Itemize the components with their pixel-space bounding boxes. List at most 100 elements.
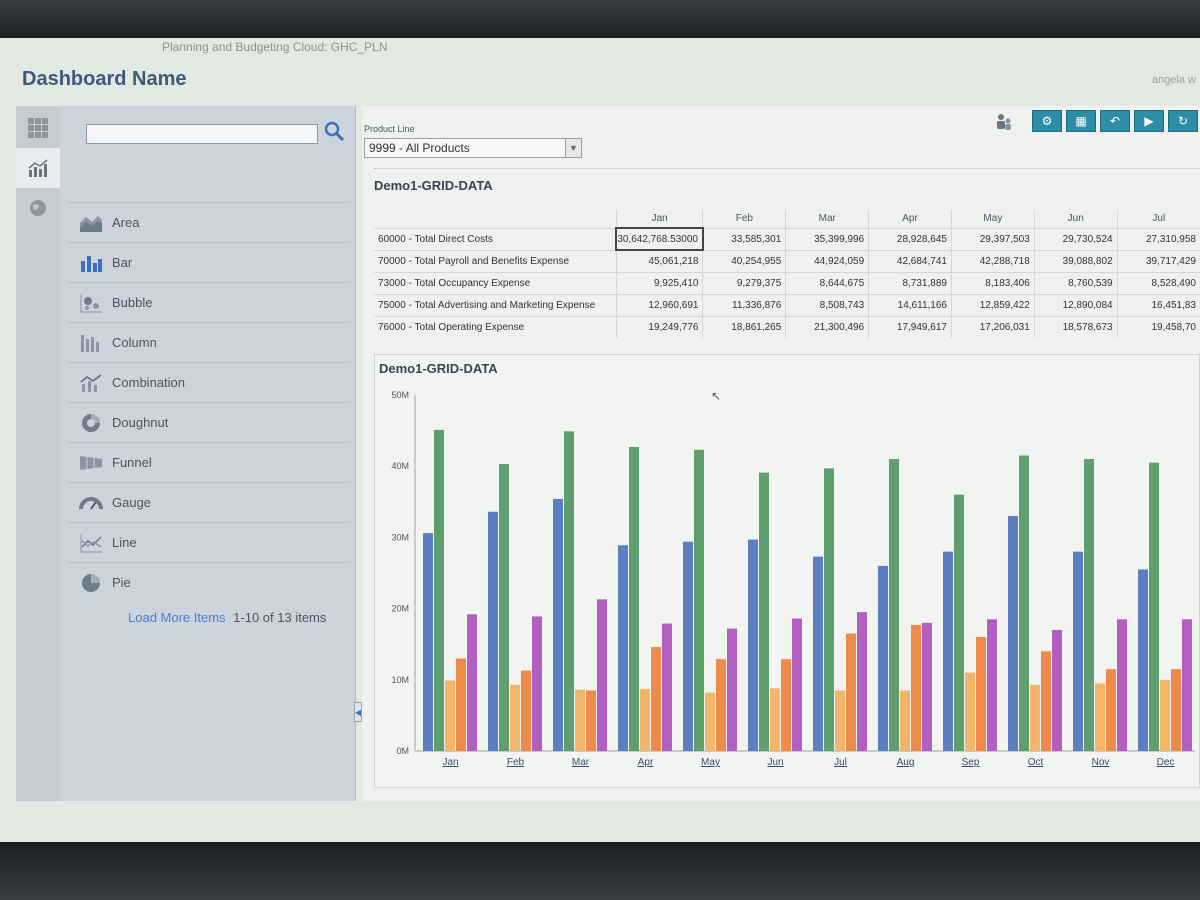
bar[interactable] <box>597 599 607 751</box>
bar[interactable] <box>965 672 975 751</box>
x-tick-label[interactable]: Jul <box>834 757 847 768</box>
grid-cell[interactable]: 17,206,031 <box>950 315 1035 338</box>
bar[interactable] <box>694 449 704 751</box>
grid-cell[interactable]: 21,300,496 <box>785 315 869 338</box>
bar[interactable] <box>813 556 823 751</box>
layout-button[interactable]: ▦ <box>1066 110 1096 132</box>
bar[interactable] <box>499 464 509 751</box>
column-header[interactable]: Jul <box>1116 210 1200 228</box>
x-tick-label[interactable]: May <box>701 757 720 768</box>
bar[interactable] <box>586 690 596 751</box>
grid-icon[interactable] <box>16 108 60 148</box>
grid-cell[interactable]: 12,960,691 <box>615 293 703 316</box>
x-tick-label[interactable]: Aug <box>897 757 915 768</box>
bar[interactable] <box>1019 455 1029 751</box>
column-header[interactable]: Jun <box>1033 210 1118 228</box>
bar[interactable] <box>954 494 964 751</box>
run-button[interactable]: ▶ <box>1134 110 1164 132</box>
grid-cell[interactable]: 8,183,406 <box>950 271 1035 294</box>
x-tick-label[interactable]: Jun <box>767 757 783 768</box>
palette-item-combination[interactable]: Combination <box>68 362 350 402</box>
bar[interactable] <box>683 541 693 751</box>
row-header[interactable]: 60000 - Total Direct Costs <box>374 227 617 250</box>
grid-cell[interactable]: 39,088,802 <box>1033 249 1118 272</box>
load-more-label[interactable]: Load More Items <box>128 610 226 625</box>
column-header[interactable]: Feb <box>702 210 786 228</box>
bar[interactable] <box>488 511 498 751</box>
refresh-button[interactable]: ↻ <box>1168 110 1198 132</box>
grid-cell[interactable]: 19,458,70 <box>1116 315 1200 338</box>
grid-cell[interactable]: 9,925,410 <box>615 271 703 294</box>
x-tick-label[interactable]: Sep <box>962 757 980 768</box>
settings-button[interactable]: ⚙ <box>1032 110 1062 132</box>
x-tick-label[interactable]: Jan <box>442 757 458 768</box>
bar[interactable] <box>575 689 585 751</box>
bar[interactable] <box>1149 462 1159 751</box>
row-header[interactable]: 75000 - Total Advertising and Marketing … <box>374 293 617 316</box>
bar[interactable] <box>716 659 726 751</box>
grid-cell[interactable]: 8,644,675 <box>785 271 869 294</box>
column-header[interactable]: May <box>950 210 1035 228</box>
bar[interactable] <box>705 692 715 751</box>
palette-item-column[interactable]: Column <box>68 322 350 362</box>
bar[interactable] <box>781 659 791 751</box>
bar[interactable] <box>1160 679 1170 751</box>
chart-icon[interactable] <box>16 148 60 188</box>
grid-cell[interactable]: 28,928,645 <box>868 227 952 250</box>
x-tick-label[interactable]: Mar <box>572 757 590 768</box>
grid-cell[interactable]: 14,611,166 <box>868 293 952 316</box>
bar[interactable] <box>792 618 802 751</box>
bar[interactable] <box>456 658 466 751</box>
palette-item-funnel[interactable]: Funnel <box>68 442 350 482</box>
x-tick-label[interactable]: Dec <box>1157 757 1175 768</box>
row-header[interactable]: 76000 - Total Operating Expense <box>374 315 617 338</box>
bar[interactable] <box>889 459 899 751</box>
bar[interactable] <box>727 628 737 751</box>
bar[interactable] <box>857 612 867 751</box>
bar[interactable] <box>759 472 769 751</box>
bar[interactable] <box>1117 619 1127 751</box>
product-line-select[interactable]: 9999 - All Products ▼ <box>364 138 582 158</box>
grid-cell[interactable]: 27,310,958 <box>1116 227 1200 250</box>
bar[interactable] <box>1052 629 1062 751</box>
users-icon[interactable] <box>996 112 1014 130</box>
palette-item-doughnut[interactable]: Doughnut <box>68 402 350 442</box>
palette-item-bubble[interactable]: Bubble <box>68 282 350 322</box>
bar[interactable] <box>987 619 997 751</box>
grid-cell[interactable]: 12,890,084 <box>1033 293 1118 316</box>
grid-cell[interactable]: 30,642,768.53000 <box>615 227 704 251</box>
search-icon[interactable] <box>322 120 346 144</box>
globe-icon[interactable] <box>16 188 60 228</box>
palette-search-input[interactable] <box>86 124 318 144</box>
chevron-down-icon[interactable]: ▼ <box>565 139 581 157</box>
grid-cell[interactable]: 12,859,422 <box>950 293 1035 316</box>
bar[interactable] <box>1008 516 1018 751</box>
palette-item-line[interactable]: Line <box>68 522 350 562</box>
bar[interactable] <box>748 539 758 751</box>
bar[interactable] <box>1073 551 1083 751</box>
row-header[interactable]: 70000 - Total Payroll and Benefits Expen… <box>374 249 617 272</box>
load-more-link[interactable]: Load More Items 1-10 of 13 items <box>128 610 326 625</box>
x-tick-label[interactable]: Apr <box>638 757 654 768</box>
bar[interactable] <box>423 533 433 751</box>
bar[interactable] <box>1182 619 1192 751</box>
bar[interactable] <box>1171 669 1181 751</box>
bar[interactable] <box>532 616 542 751</box>
bar[interactable] <box>1106 669 1116 751</box>
grid-cell[interactable]: 42,684,741 <box>868 249 952 272</box>
grid-cell[interactable]: 19,249,776 <box>615 315 703 338</box>
bar[interactable] <box>878 565 888 751</box>
grid-cell[interactable]: 29,730,524 <box>1033 227 1118 250</box>
bar[interactable] <box>900 690 910 751</box>
bar[interactable] <box>467 614 477 751</box>
bar[interactable] <box>1041 651 1051 751</box>
bar[interactable] <box>976 637 986 751</box>
bar[interactable] <box>618 545 628 751</box>
bar[interactable] <box>640 689 650 751</box>
grid-cell[interactable]: 16,451,83 <box>1116 293 1200 316</box>
column-header[interactable]: Mar <box>785 210 869 228</box>
grid-cell[interactable]: 42,288,718 <box>950 249 1035 272</box>
bar[interactable] <box>1084 459 1094 751</box>
bar[interactable] <box>553 498 563 751</box>
x-tick-label[interactable]: Feb <box>507 757 525 768</box>
